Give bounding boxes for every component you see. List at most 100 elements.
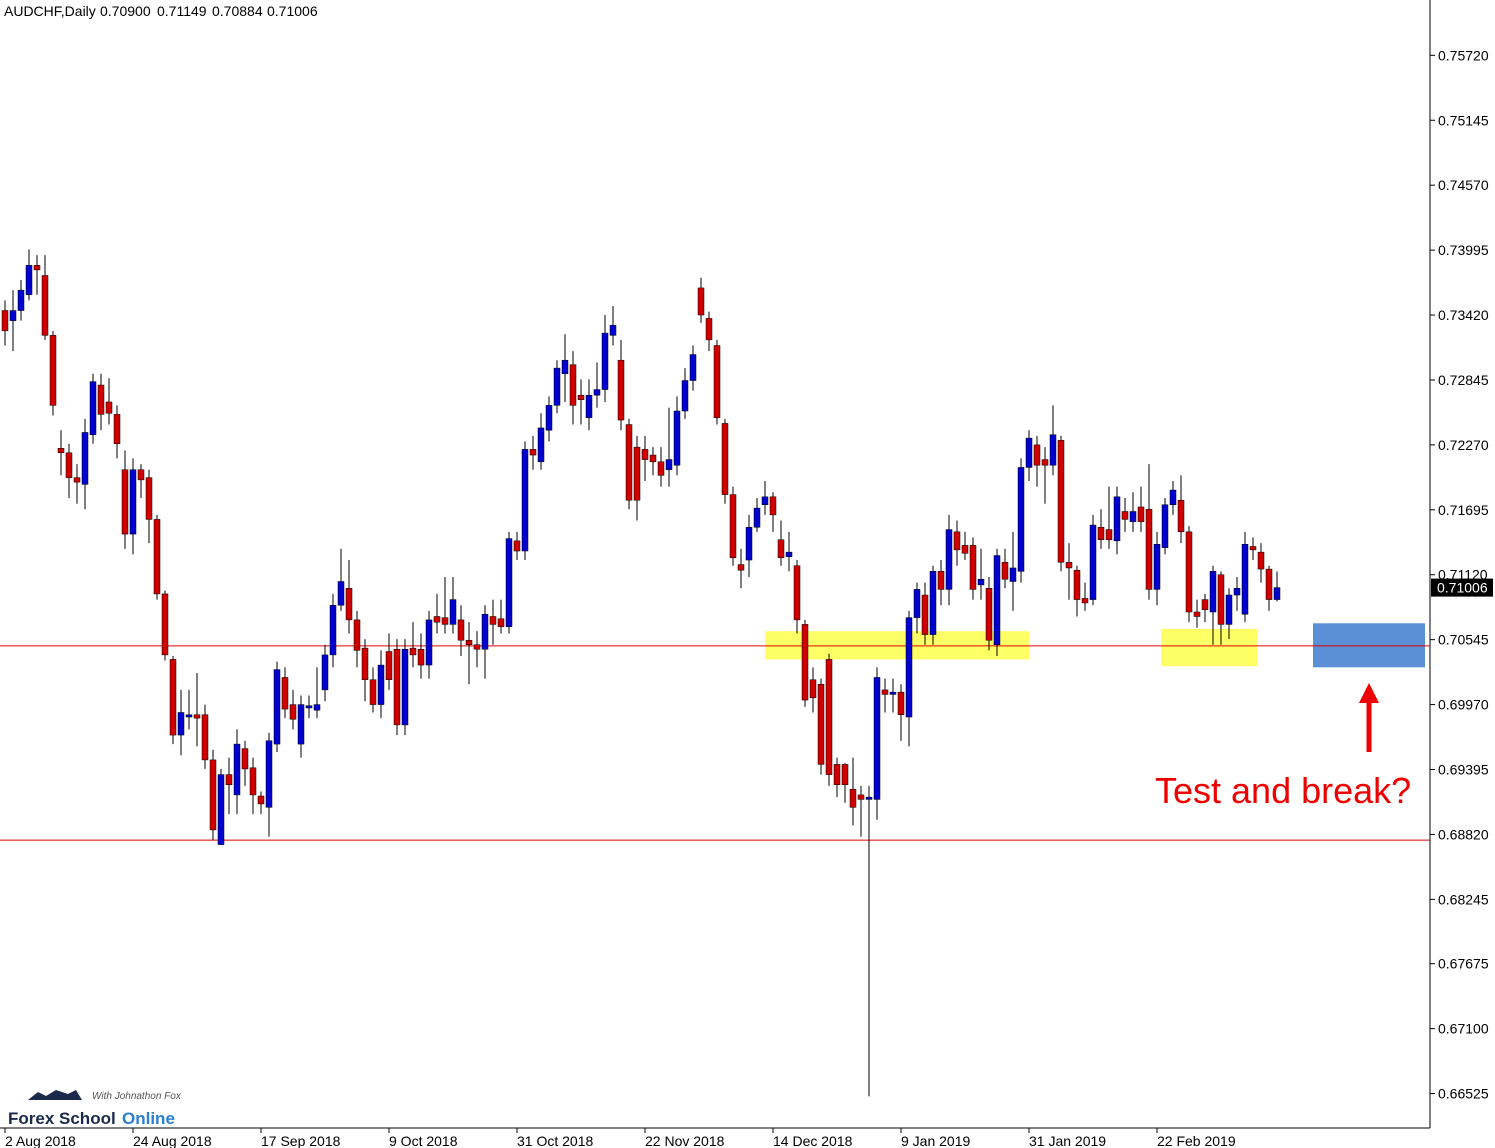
candle-body [457,619,465,641]
candle-body [1001,562,1009,580]
candle-body [193,714,201,719]
candle-body [417,648,425,666]
candle-body [377,664,385,705]
candle-body [785,551,793,557]
arrow-head [1359,683,1379,703]
candle-body [921,594,929,635]
candle-body [881,689,889,695]
candle-body [265,740,273,808]
candle-body [521,449,529,552]
x-tick-label: 17 Sep 2018 [261,1133,341,1148]
candle-body [561,359,569,374]
candle-body [1057,440,1065,563]
candle-body [321,654,329,691]
candle-body [513,540,521,552]
candle-body [697,287,705,316]
candle-body [9,310,17,321]
candle-body [857,794,865,800]
candle-body [1065,562,1073,569]
candle-body [1161,504,1169,548]
candle-body [553,367,561,406]
candle-body [369,679,377,705]
candle-body [441,617,449,625]
candle-body [865,796,873,800]
y-tick-label: 0.71695 [1438,502,1489,518]
x-tick-label: 24 Aug 2018 [133,1133,212,1148]
candle-body [305,705,313,709]
y-tick-label: 0.70545 [1438,632,1489,648]
candle-body [233,743,241,796]
candle-body [673,410,681,466]
x-tick-label: 22 Feb 2019 [1157,1133,1236,1148]
candle-body [81,432,89,485]
candle-body [249,767,257,796]
candle-body [825,659,833,775]
zone [1313,623,1425,668]
candle-body [361,647,369,680]
arrow [1359,683,1379,752]
y-tick-label: 0.67675 [1438,956,1489,972]
candle-body [225,774,233,785]
candle-body [545,405,553,431]
candle-body [1257,551,1265,570]
candle-body [161,593,169,656]
candle-body [465,639,473,645]
logo-name: Forex School [8,1109,116,1128]
y-tick-label: 0.67100 [1438,1021,1489,1037]
candle-body [89,381,97,435]
y-tick-label: 0.75145 [1438,112,1489,128]
candle-body [337,581,345,606]
candle-body [929,571,937,635]
candle-body [489,616,497,625]
candle-body [617,359,625,421]
ohlc-low: 0.70884 [212,3,263,19]
logo-name-accent: Online [122,1109,175,1128]
candle-body [945,529,953,590]
candle-body [569,364,577,406]
candle-body [1097,527,1105,540]
candle-body [641,449,649,460]
candle-body [849,789,857,808]
y-tick-label: 0.69395 [1438,762,1489,778]
candle-body [1273,587,1281,600]
candle-body [1073,569,1081,600]
candle-body [137,469,145,481]
candle-body [1241,543,1249,615]
candle-body [745,527,753,561]
y-tick-label: 0.72270 [1438,437,1489,453]
candle-body [817,684,825,765]
candle-body [177,712,185,736]
candle-body [385,651,393,680]
y-tick-label: 0.73420 [1438,307,1489,323]
candle-body [409,647,417,656]
candle-body [937,571,945,590]
candle-body [585,394,593,419]
candle-body [481,613,489,650]
candle-body [729,494,737,559]
candle-body [1049,434,1057,466]
logo: With Johnathon Fox Forex School Online [8,1090,182,1128]
candle-body [801,624,809,701]
y-tick-label: 0.69970 [1438,697,1489,713]
candle-body [473,644,481,650]
candle-body [529,449,537,456]
candle-body [113,414,121,444]
candle-body [273,669,281,745]
candle-body [497,618,505,627]
candle-body [977,578,985,586]
candle-body [1201,599,1209,610]
candle-body [953,531,961,551]
ohlc-high: 0.71149 [157,3,207,19]
candle-body [1033,444,1041,466]
candle-body [833,764,841,785]
candle-body [297,704,305,745]
candle-body [1193,611,1201,617]
candle-body [97,384,105,415]
logo-tagline: With Johnathon Fox [92,1091,182,1102]
candle-body [577,394,585,400]
candle-body [961,545,969,554]
x-tick-label: 9 Jan 2019 [901,1133,970,1148]
candle-body [345,588,353,621]
candle-body [1249,546,1257,551]
candle-body [425,619,433,666]
